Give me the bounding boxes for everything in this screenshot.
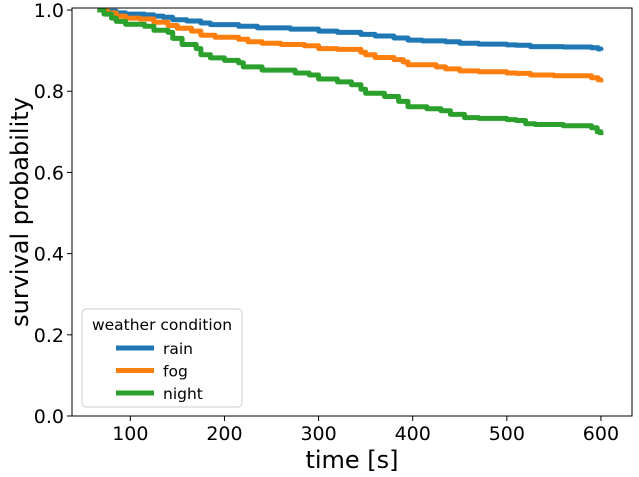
series-lines [97, 7, 604, 136]
x-axis-label: time [s] [305, 446, 398, 474]
series-line-night [97, 7, 604, 136]
x-axis-ticks: 100 200 300 400 500 600 [112, 416, 619, 445]
legend-label-night: night [163, 385, 203, 403]
legend-box [81, 308, 243, 408]
legend-entries: rain fog night [116, 340, 203, 403]
legend-label-rain: rain [163, 340, 193, 358]
series-line-rain [97, 7, 604, 52]
y-tick-label: 0.0 [34, 406, 64, 428]
legend-title: weather condition [92, 316, 232, 334]
x-tick-label: 100 [112, 423, 148, 445]
y-tick-label: 0.8 [34, 81, 64, 103]
x-tick-label: 300 [300, 423, 336, 445]
legend-label-fog: fog [163, 363, 188, 381]
x-tick-label: 600 [583, 423, 619, 445]
y-tick-label: 0.2 [34, 325, 64, 347]
y-axis-label: survival probability [6, 97, 34, 327]
x-tick-label: 200 [206, 423, 242, 445]
y-axis-ticks: 0.0 0.2 0.4 0.6 0.8 1.0 [34, 0, 72, 428]
y-tick-label: 0.4 [34, 244, 64, 266]
y-tick-label: 0.6 [34, 162, 64, 184]
legend: weather condition rain fog night [81, 308, 243, 408]
plot-frame [71, 7, 633, 417]
x-tick-label: 500 [489, 423, 525, 445]
x-tick-label: 400 [395, 423, 431, 445]
series-line-fog [97, 7, 604, 83]
y-tick-label: 1.0 [34, 0, 64, 22]
